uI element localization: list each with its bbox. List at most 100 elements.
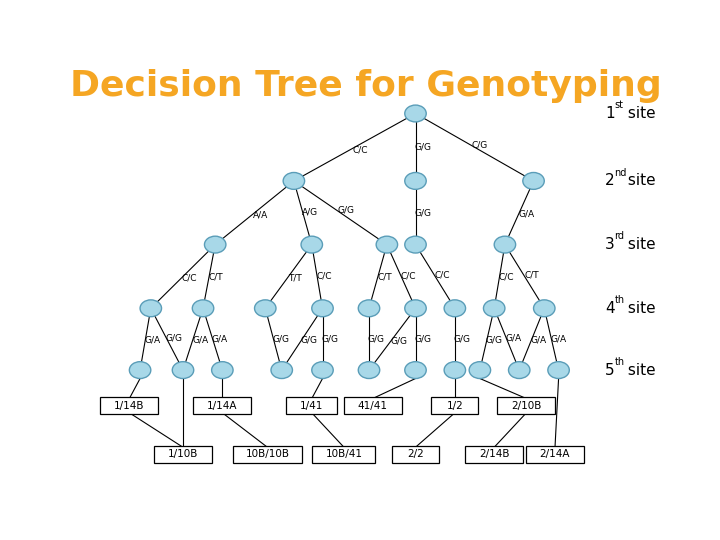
Text: G/G: G/G	[166, 334, 182, 343]
Text: G/G: G/G	[321, 335, 338, 343]
Ellipse shape	[405, 300, 426, 317]
Text: 2/2: 2/2	[407, 449, 424, 460]
Text: 2/10B: 2/10B	[511, 401, 541, 411]
Text: G/A: G/A	[551, 334, 567, 343]
Text: G/A: G/A	[192, 335, 208, 345]
Text: C/C: C/C	[181, 274, 197, 283]
Ellipse shape	[494, 236, 516, 253]
Text: site: site	[623, 301, 656, 316]
Ellipse shape	[192, 300, 214, 317]
Text: G/A: G/A	[518, 209, 534, 218]
Ellipse shape	[301, 236, 323, 253]
Text: 10B/41: 10B/41	[325, 449, 362, 460]
Text: site: site	[623, 106, 656, 121]
Ellipse shape	[444, 300, 466, 317]
Ellipse shape	[312, 362, 333, 379]
Text: 10B/10B: 10B/10B	[246, 449, 289, 460]
FancyBboxPatch shape	[154, 446, 212, 463]
Text: G/G: G/G	[414, 143, 431, 152]
Text: th: th	[614, 357, 624, 367]
Text: nd: nd	[614, 168, 626, 178]
FancyBboxPatch shape	[392, 446, 439, 463]
Text: G/G: G/G	[338, 206, 354, 215]
Text: 1/14A: 1/14A	[207, 401, 238, 411]
FancyBboxPatch shape	[100, 397, 158, 414]
FancyBboxPatch shape	[312, 446, 375, 463]
Text: G/A: G/A	[505, 334, 522, 343]
Text: site: site	[623, 173, 656, 188]
Text: 2/14A: 2/14A	[540, 449, 570, 460]
Text: 4: 4	[605, 301, 615, 316]
Ellipse shape	[405, 172, 426, 190]
Ellipse shape	[312, 300, 333, 317]
Text: th: th	[614, 295, 624, 305]
Text: C/T: C/T	[524, 271, 539, 280]
FancyBboxPatch shape	[465, 446, 523, 463]
Text: A/G: A/G	[302, 208, 318, 217]
Ellipse shape	[523, 172, 544, 190]
FancyBboxPatch shape	[287, 397, 337, 414]
Text: 1/41: 1/41	[300, 401, 323, 411]
Text: C/T: C/T	[378, 273, 392, 281]
Text: 41/41: 41/41	[358, 401, 387, 411]
Text: G/G: G/G	[486, 335, 503, 344]
Text: G/G: G/G	[414, 335, 431, 343]
Text: site: site	[623, 362, 656, 377]
Ellipse shape	[376, 236, 397, 253]
Text: A/A: A/A	[253, 210, 268, 219]
Ellipse shape	[405, 105, 426, 122]
Text: T/T: T/T	[288, 273, 302, 282]
Text: C/C: C/C	[317, 272, 332, 281]
Text: 3: 3	[605, 237, 615, 252]
Text: 1/10B: 1/10B	[168, 449, 198, 460]
Text: st: st	[614, 100, 624, 110]
Text: 2: 2	[605, 173, 615, 188]
Ellipse shape	[140, 300, 161, 317]
Text: G/A: G/A	[531, 335, 546, 345]
FancyBboxPatch shape	[233, 446, 302, 463]
Ellipse shape	[172, 362, 194, 379]
Ellipse shape	[483, 300, 505, 317]
Text: G/A: G/A	[212, 334, 228, 343]
Ellipse shape	[359, 362, 379, 379]
Ellipse shape	[271, 362, 292, 379]
Ellipse shape	[212, 362, 233, 379]
Ellipse shape	[130, 362, 150, 379]
Text: C/G: C/G	[472, 140, 488, 149]
Text: site: site	[623, 237, 656, 252]
Text: G/A: G/A	[145, 335, 161, 344]
Text: 1: 1	[605, 106, 615, 121]
Ellipse shape	[405, 236, 426, 253]
Text: C/T: C/T	[209, 272, 223, 281]
Text: C/C: C/C	[400, 271, 416, 280]
Text: 2/14B: 2/14B	[479, 449, 510, 460]
FancyBboxPatch shape	[194, 397, 251, 414]
FancyBboxPatch shape	[343, 397, 402, 414]
Text: G/G: G/G	[454, 335, 470, 343]
Text: C/C: C/C	[434, 271, 450, 280]
Text: 1/2: 1/2	[446, 401, 463, 411]
Ellipse shape	[444, 362, 466, 379]
Ellipse shape	[405, 362, 426, 379]
FancyBboxPatch shape	[498, 397, 555, 414]
FancyBboxPatch shape	[431, 397, 479, 414]
Text: 5: 5	[605, 362, 615, 377]
Text: G/G: G/G	[272, 334, 289, 343]
Ellipse shape	[534, 300, 555, 317]
Text: G/G: G/G	[300, 336, 318, 345]
Text: G/G: G/G	[414, 208, 431, 217]
Text: C/C: C/C	[499, 272, 514, 281]
Text: G/G: G/G	[368, 335, 384, 343]
Text: 1/14B: 1/14B	[114, 401, 145, 411]
Ellipse shape	[204, 236, 226, 253]
Text: G/G: G/G	[390, 336, 408, 345]
Text: C/C: C/C	[352, 145, 368, 154]
Ellipse shape	[359, 300, 379, 317]
Ellipse shape	[508, 362, 530, 379]
Text: Decision Tree for Genotyping: Decision Tree for Genotyping	[70, 69, 661, 103]
Ellipse shape	[548, 362, 570, 379]
Ellipse shape	[255, 300, 276, 317]
Text: rd: rd	[614, 231, 624, 241]
FancyBboxPatch shape	[526, 446, 584, 463]
Ellipse shape	[469, 362, 490, 379]
